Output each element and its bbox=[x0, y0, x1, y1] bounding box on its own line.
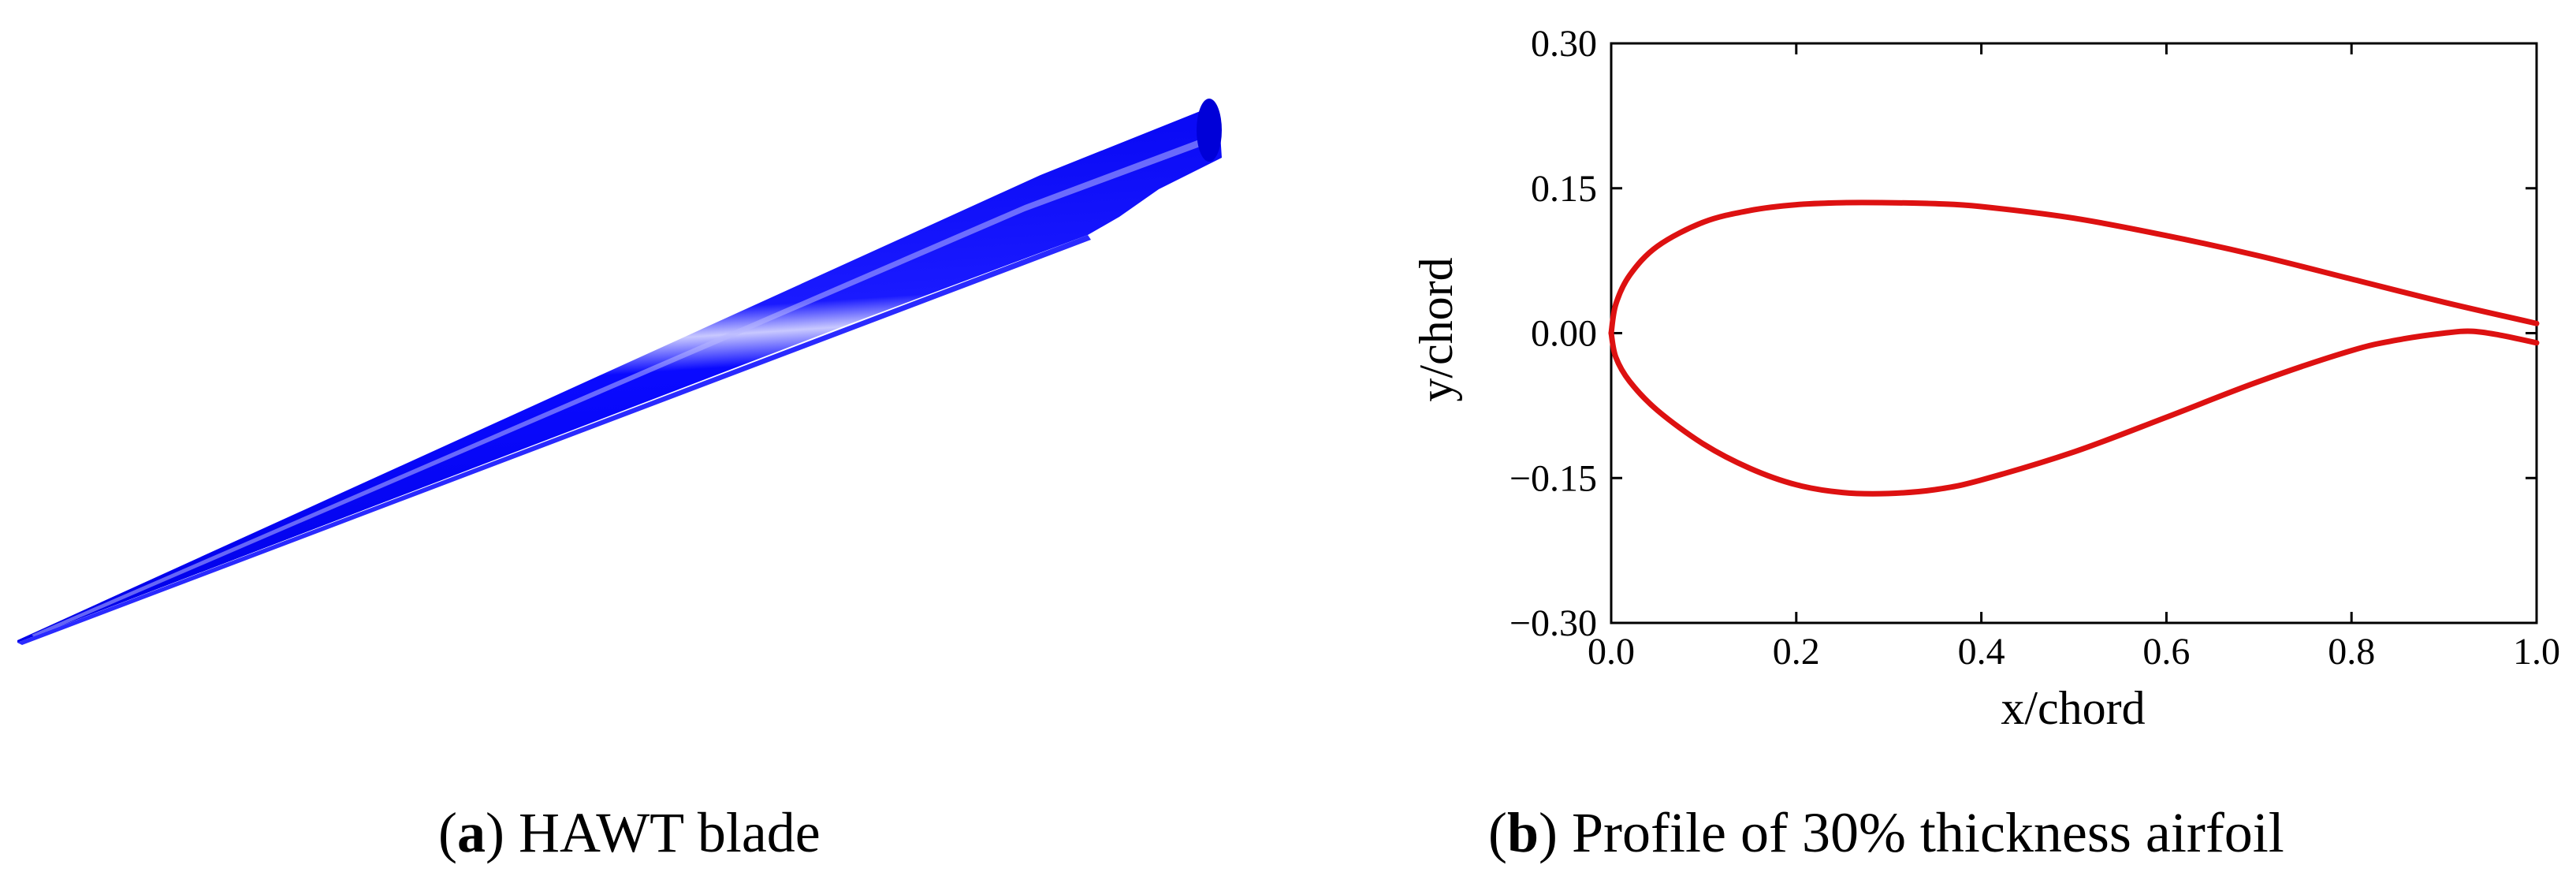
y-tick-label: 0.00 bbox=[1531, 313, 1597, 355]
y-tick-label: −0.15 bbox=[1509, 457, 1597, 499]
caption-panel-a: (a) HAWT blade bbox=[438, 801, 821, 864]
blade-root bbox=[1197, 99, 1222, 162]
y-tick-label: −0.30 bbox=[1509, 602, 1597, 644]
x-tick-label: 0.6 bbox=[2142, 631, 2190, 673]
x-tick-label: 0.8 bbox=[2328, 631, 2375, 673]
caption-panel-b: (b) Profile of 30% thickness airfoil bbox=[1488, 801, 2284, 864]
upper-surface-line bbox=[1608, 199, 2540, 336]
lower-surface-line bbox=[1608, 328, 2540, 497]
caption-a-text: HAWT blade bbox=[518, 801, 821, 864]
y-tick-label: 0.30 bbox=[1531, 23, 1597, 65]
y-tick-label: 0.15 bbox=[1531, 168, 1597, 210]
y-axis-label: y/chord bbox=[1410, 257, 1462, 401]
caption-a-letter: a bbox=[456, 801, 486, 864]
plot-frame bbox=[1610, 42, 2538, 624]
x-tick-label: 1.0 bbox=[2513, 631, 2560, 673]
blade-highlight bbox=[32, 134, 1217, 637]
blade-body bbox=[17, 99, 1222, 645]
blade-surface bbox=[17, 109, 1222, 643]
caption-b-text: Profile of 30% thickness airfoil bbox=[1572, 801, 2284, 864]
x-tick-label: 0.0 bbox=[1588, 631, 1635, 673]
x-tick-label: 0.2 bbox=[1773, 631, 1820, 673]
x-tick-label: 0.4 bbox=[1958, 631, 2005, 673]
blade-trailing-edge bbox=[17, 235, 1091, 645]
x-axis-label: x/chord bbox=[2001, 682, 2145, 734]
caption-b-letter: b bbox=[1506, 801, 1539, 864]
